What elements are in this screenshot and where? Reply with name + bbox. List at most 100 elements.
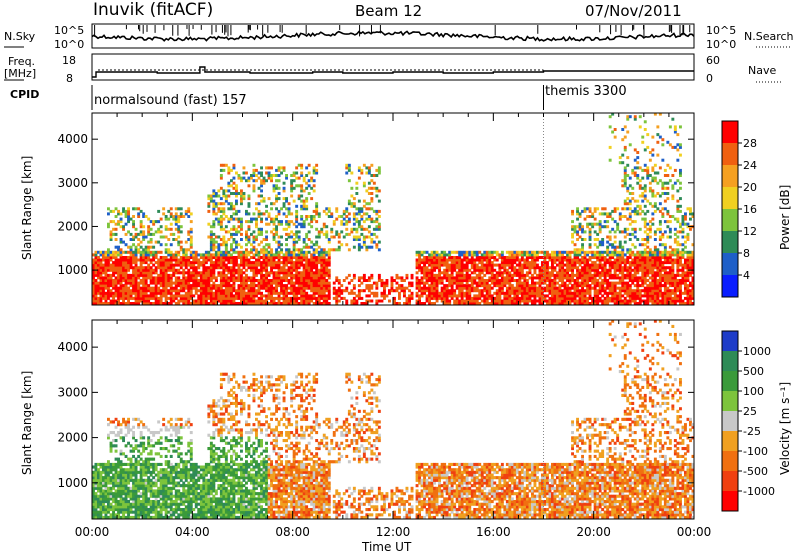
power-cell xyxy=(330,248,334,252)
power-cell xyxy=(405,296,409,300)
power-cell xyxy=(510,253,514,257)
power-cell xyxy=(194,284,198,288)
power-cell xyxy=(219,271,223,275)
power-cell xyxy=(317,258,321,262)
power-cell xyxy=(92,284,95,288)
power-cell xyxy=(463,294,467,298)
power-cell xyxy=(127,281,130,285)
power-cell xyxy=(638,227,642,231)
power-cell xyxy=(543,289,547,293)
power-cell xyxy=(377,227,381,231)
power-cell xyxy=(628,143,632,147)
power-cell xyxy=(455,273,459,277)
power-cell xyxy=(360,232,364,236)
power-cell xyxy=(177,291,181,295)
power-cell xyxy=(247,276,251,280)
power-cell xyxy=(179,286,183,290)
power-cell xyxy=(440,291,444,295)
power-cell xyxy=(573,289,577,293)
power-cell xyxy=(453,289,457,293)
power-cell xyxy=(628,248,632,252)
power-cell xyxy=(317,261,321,265)
power-cell xyxy=(257,253,261,257)
power-cell xyxy=(365,235,369,239)
power-cell xyxy=(493,268,497,272)
power-cell xyxy=(207,202,211,206)
power-cell xyxy=(631,276,635,280)
power-cell xyxy=(643,189,647,193)
power-cell xyxy=(568,302,572,305)
power-cell xyxy=(651,294,655,298)
power-cell xyxy=(360,245,364,249)
power-cell xyxy=(653,202,657,206)
power-cell xyxy=(159,235,163,239)
power-cell xyxy=(240,250,243,254)
power-cell xyxy=(525,273,529,277)
power-cell xyxy=(302,238,306,241)
power-cell xyxy=(212,222,216,226)
power-cell xyxy=(581,227,584,231)
power-cell xyxy=(235,268,238,272)
power-cell xyxy=(638,302,642,305)
power-cell xyxy=(342,212,346,216)
power-cell xyxy=(631,281,635,285)
power-cell xyxy=(310,284,314,288)
power-cell xyxy=(265,296,268,300)
power-cell xyxy=(235,263,238,267)
power-cell xyxy=(473,286,477,290)
power-cell xyxy=(287,248,291,252)
power-cell xyxy=(531,273,534,277)
power-cell xyxy=(646,253,650,257)
power-cell xyxy=(127,215,130,218)
power-cell xyxy=(202,261,206,265)
power-cell xyxy=(538,299,542,303)
power-cell xyxy=(633,266,637,270)
power-cell xyxy=(109,279,113,282)
power-cell xyxy=(325,258,329,262)
power-cell xyxy=(182,271,186,275)
power-cell xyxy=(132,279,135,282)
power-cell xyxy=(167,209,171,213)
power-cell xyxy=(493,291,497,295)
power-cell xyxy=(224,284,228,288)
power-cell xyxy=(265,284,268,288)
power-cell xyxy=(127,279,130,282)
power-cell xyxy=(114,299,118,303)
power-cell xyxy=(169,291,173,295)
power-cell xyxy=(357,220,361,224)
power-cell xyxy=(260,232,263,236)
power-cell xyxy=(513,271,517,275)
power-cell xyxy=(493,302,497,305)
power-cell xyxy=(648,202,652,206)
power-cell xyxy=(169,281,173,285)
power-cell xyxy=(302,222,306,226)
power-cell xyxy=(262,176,266,180)
power-cell xyxy=(235,296,238,300)
power-cell xyxy=(648,250,652,254)
power-cell xyxy=(237,243,241,247)
power-cell xyxy=(224,189,228,193)
power-cell xyxy=(305,215,309,218)
power-cell xyxy=(488,261,492,265)
power-cell xyxy=(197,294,201,298)
power-cell xyxy=(465,289,469,293)
power-cell xyxy=(109,258,113,262)
power-cell xyxy=(367,284,371,288)
power-cell xyxy=(460,253,464,257)
power-cell xyxy=(184,286,188,290)
power-cell xyxy=(327,207,331,211)
power-cell xyxy=(142,266,146,270)
power-cell xyxy=(460,258,464,262)
power-cell xyxy=(255,263,258,267)
power-cell xyxy=(648,158,652,162)
power-cell xyxy=(217,207,221,211)
power-cell xyxy=(307,276,311,280)
power-cell xyxy=(267,176,271,180)
power-cell xyxy=(127,263,130,267)
power-cell xyxy=(643,286,647,290)
power-cell xyxy=(192,258,196,262)
power-cell xyxy=(561,253,564,257)
power-cell xyxy=(398,294,401,298)
power-cell xyxy=(337,294,341,298)
power-cell xyxy=(325,284,329,288)
